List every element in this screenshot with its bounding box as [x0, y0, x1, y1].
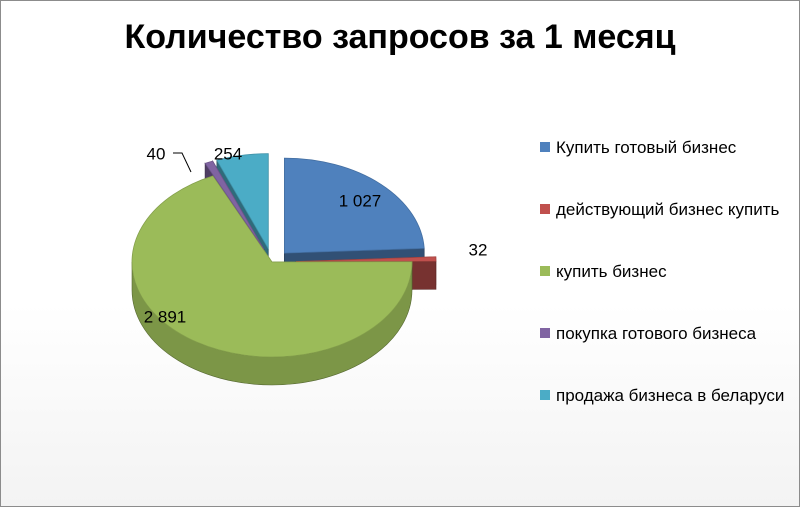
legend-label: купить бизнес — [556, 262, 667, 281]
data-label: 32 — [469, 240, 488, 259]
legend-label: Купить готовый бизнес — [556, 138, 737, 157]
pie-slice — [216, 153, 269, 251]
pie-slice — [295, 256, 437, 262]
legend-label: покупка готового бизнеса — [556, 324, 757, 343]
legend-swatch — [540, 328, 550, 338]
leader-line — [173, 152, 192, 173]
data-label: 1 027 — [339, 191, 382, 210]
legend-swatch — [540, 266, 550, 276]
legend-swatch — [540, 142, 550, 152]
chart-title: Количество запросов за 1 месяц — [124, 18, 676, 56]
legend-label: действующий бизнес купить — [556, 200, 780, 219]
legend-item-prodazha-biznesa-v-belarusi: продажа бизнеса в беларуси — [540, 384, 786, 408]
legend-item-kupit-biznes: купить бизнес — [540, 260, 786, 284]
pie-slice — [131, 175, 413, 358]
data-label: 2 891 — [144, 307, 187, 326]
legend-item-kupit-gotovyj-biznes: Купить готовый бизнес — [540, 136, 786, 160]
legend-label: продажа бизнеса в беларуси — [556, 386, 785, 405]
legend-item-dejstvuyushchij-biznes-kupit: действующий бизнес купить — [540, 198, 786, 222]
legend-swatch — [540, 204, 550, 214]
data-label: 40 — [147, 144, 166, 163]
pie-slice — [284, 157, 425, 254]
data-label: 254 — [214, 144, 242, 163]
pie-slice — [204, 160, 265, 250]
legend-swatch — [540, 390, 550, 400]
legend-item-pokupka-gotovogo-biznesa: покупка готового бизнеса — [540, 322, 786, 346]
pie-tops — [131, 152, 437, 358]
